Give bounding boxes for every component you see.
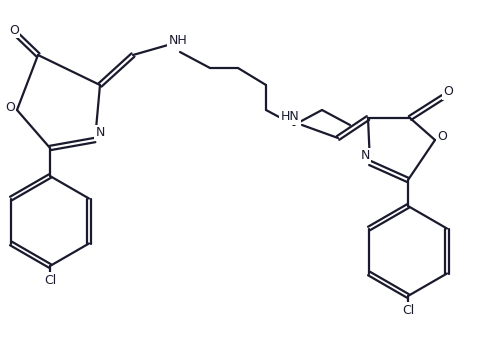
Text: Cl: Cl (44, 274, 56, 286)
Text: N: N (95, 126, 105, 140)
Text: O: O (442, 85, 452, 99)
Text: O: O (5, 101, 15, 115)
Text: O: O (436, 131, 446, 143)
Text: NH: NH (168, 34, 187, 46)
Text: O: O (9, 23, 19, 37)
Text: Cl: Cl (401, 303, 413, 317)
Text: HN: HN (280, 111, 299, 123)
Text: N: N (360, 149, 369, 162)
